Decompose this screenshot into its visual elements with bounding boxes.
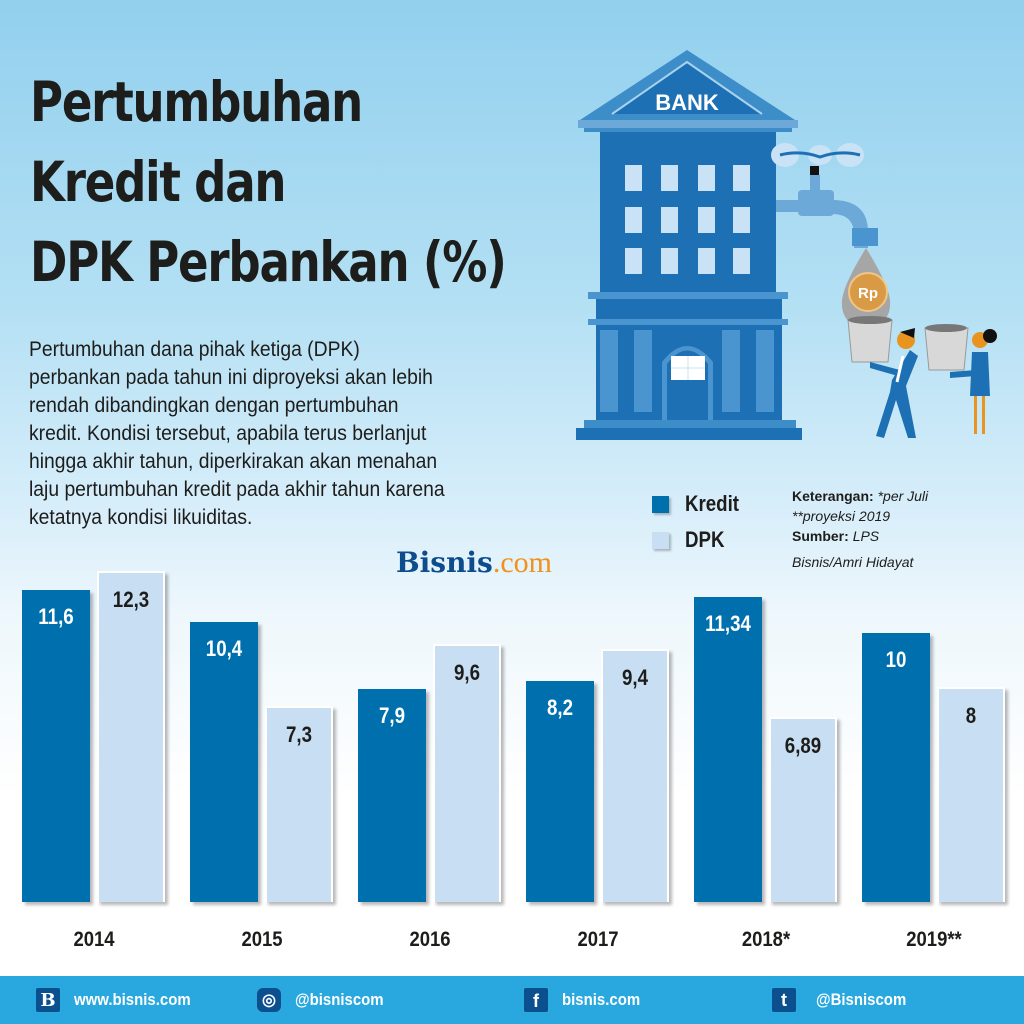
bar-kredit-1: 10,4 <box>190 622 258 902</box>
bar-dpk-0: 12,3 <box>97 571 165 902</box>
bar-dpk-3: 9,4 <box>601 649 669 902</box>
footer-facebook-text: bisnis.com <box>562 990 641 1009</box>
sumber-label: Sumber: <box>792 528 849 544</box>
sumber-value: LPS <box>852 528 880 544</box>
man-figure-icon <box>870 328 918 438</box>
bar-kredit-3: 8,2 <box>526 681 594 902</box>
page-title: Pertumbuhan Kredit dan DPK Perbankan (%) <box>30 62 507 302</box>
desc-line: rendah dibandingkan dengan pertumbuhan <box>29 394 399 417</box>
footer-website-text: www.bisnis.com <box>74 990 191 1009</box>
desc-line: ketatnya kondisi likuiditas. <box>29 506 253 529</box>
chart-notes: Keterangan: *per Juli **proyeksi 2019 Su… <box>792 486 928 572</box>
bar-kredit-2: 7,9 <box>358 689 426 902</box>
bar-value-label: 10 <box>885 647 907 672</box>
coin-icon <box>848 272 888 312</box>
bar-value-label: 11,34 <box>705 611 751 636</box>
x-axis-label: 2019** <box>905 928 962 951</box>
x-axis-label: 2017 <box>576 928 619 951</box>
legend-item-dpk: DPK <box>652 522 749 558</box>
title-line: Kredit dan <box>30 150 287 214</box>
legend-swatch-dpk <box>652 531 669 549</box>
footer-instagram-text: @bisniscom <box>295 990 384 1009</box>
keterangan-note-2: **proyeksi 2019 <box>792 508 891 524</box>
svg-text:Rp: Rp <box>858 285 878 302</box>
description-paragraph: Pertumbuhan dana pihak ketiga (DPK) perb… <box>29 336 544 532</box>
bar-kredit-0: 11,6 <box>22 590 90 902</box>
title-line: Pertumbuhan <box>30 70 363 134</box>
desc-line: perbankan pada tahun ini diproyeksi akan… <box>29 366 433 389</box>
title-line: DPK Perbankan (%) <box>30 230 507 294</box>
footer-website-link[interactable]: B www.bisnis.com <box>36 988 207 1012</box>
author-credit: Bisnis/Amri Hidayat <box>792 554 914 570</box>
twitter-icon: t <box>772 988 796 1012</box>
bucket-icon <box>847 319 893 363</box>
x-axis-label: 2016 <box>408 928 451 951</box>
footer-facebook-link[interactable]: f bisnis.com <box>524 988 651 1012</box>
brand-domain: .com <box>492 546 552 579</box>
bisnis-logo: Bisnis.com <box>396 546 552 580</box>
bar-value-label: 7,9 <box>378 703 406 728</box>
woman-figure-icon <box>950 329 997 434</box>
bucket-icon <box>924 327 969 371</box>
bar-value-label: 6,89 <box>784 733 822 758</box>
brand-name: Bisnis <box>396 546 493 579</box>
bar-chart: 11,6 12,3 2014 10,4 7,3 2015 7,9 9,6 2016 8,2 9,4 2… <box>0 560 1024 960</box>
desc-line: laju pertumbuhan kredit pada akhir tahun… <box>29 478 445 501</box>
bar-value-label: 8,2 <box>546 695 574 720</box>
footer-twitter-link[interactable]: t @Bisniscom <box>772 988 919 1012</box>
legend-swatch-kredit <box>652 495 669 513</box>
bar-value-label: 12,3 <box>112 587 150 612</box>
bar-kredit-4: 11,34 <box>694 597 762 902</box>
legend-item-kredit: Kredit <box>652 486 749 522</box>
legend-label: DPK <box>685 527 725 552</box>
bar-kredit-5: 10 <box>862 633 930 902</box>
bar-dpk-1: 7,3 <box>265 706 333 902</box>
x-axis-label: 2018* <box>741 928 790 951</box>
keterangan-label: Keterangan: <box>792 488 874 504</box>
footer-bar: B www.bisnis.com ◎ @bisniscom f bisnis.c… <box>0 976 1024 1024</box>
bar-value-label: 8 <box>965 703 977 728</box>
desc-line: hingga akhir tahun, diperkirakan akan me… <box>29 450 438 473</box>
bar-dpk-4: 6,89 <box>769 717 837 902</box>
bar-value-label: 7,3 <box>285 722 313 747</box>
x-axis-label: 2014 <box>72 928 115 951</box>
bank-illustration: BANK Rp <box>576 50 997 440</box>
desc-line: kredit. Kondisi tersebut, apabila terus … <box>29 422 427 445</box>
x-axis-label: 2015 <box>240 928 283 951</box>
bisnis-logo-icon: B <box>36 988 60 1012</box>
facebook-icon: f <box>524 988 548 1012</box>
bar-dpk-5: 8 <box>937 687 1005 902</box>
bank-label: BANK <box>655 90 719 115</box>
legend-label: Kredit <box>685 491 740 516</box>
instagram-icon: ◎ <box>257 988 281 1012</box>
bar-value-label: 10,4 <box>205 636 243 661</box>
chart-legend: Kredit DPK <box>652 486 749 558</box>
footer-instagram-link[interactable]: ◎ @bisniscom <box>257 988 396 1012</box>
keterangan-note-1: *per Juli <box>877 488 929 504</box>
bar-dpk-2: 9,6 <box>433 644 501 902</box>
bar-value-label: 9,6 <box>453 660 481 685</box>
footer-twitter-text: @Bisniscom <box>816 990 907 1009</box>
desc-line: Pertumbuhan dana pihak ketiga (DPK) <box>29 338 360 361</box>
bar-value-label: 9,4 <box>621 665 649 690</box>
bar-value-label: 11,6 <box>38 604 74 629</box>
